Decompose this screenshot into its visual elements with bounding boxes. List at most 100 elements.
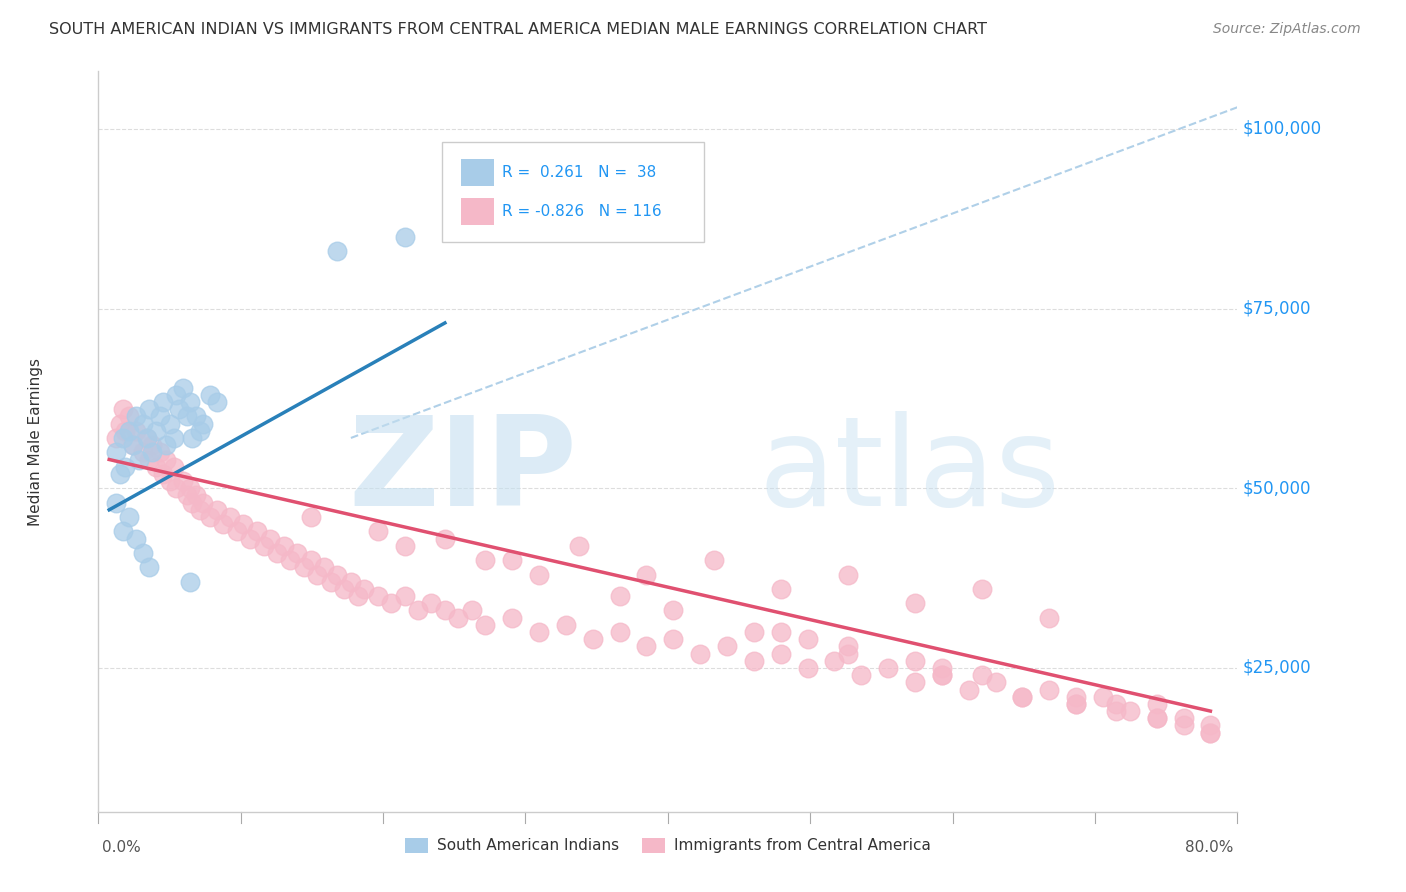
Point: [312, 560, 335, 574]
Point: [1064, 697, 1087, 711]
Point: [1038, 610, 1060, 624]
Point: [125, 424, 148, 438]
Point: [299, 510, 322, 524]
Point: [138, 402, 160, 417]
Point: [796, 661, 818, 675]
Text: 80.0%: 80.0%: [1185, 840, 1233, 855]
Point: [152, 467, 174, 481]
Point: [145, 424, 167, 438]
Point: [716, 640, 738, 654]
Point: [461, 603, 484, 617]
FancyBboxPatch shape: [461, 160, 494, 186]
Point: [128, 452, 150, 467]
Point: [326, 244, 349, 258]
Point: [353, 582, 375, 596]
Text: atlas: atlas: [759, 410, 1062, 532]
Text: SOUTH AMERICAN INDIAN VS IMMIGRANTS FROM CENTRAL AMERICA MEDIAN MALE EARNINGS CO: SOUTH AMERICAN INDIAN VS IMMIGRANTS FROM…: [49, 22, 987, 37]
Point: [246, 524, 269, 539]
Point: [527, 567, 550, 582]
Point: [554, 617, 576, 632]
Point: [141, 445, 163, 459]
Point: [118, 510, 141, 524]
Point: [636, 567, 658, 582]
Point: [159, 417, 181, 431]
Point: [225, 524, 247, 539]
FancyBboxPatch shape: [443, 142, 704, 242]
Point: [1011, 690, 1033, 704]
Point: [162, 459, 184, 474]
Point: [138, 560, 160, 574]
Point: [1146, 711, 1168, 725]
Point: [972, 582, 994, 596]
Point: [319, 574, 342, 589]
Point: [972, 668, 994, 682]
Point: [1105, 704, 1128, 718]
Point: [1105, 697, 1128, 711]
Point: [769, 582, 792, 596]
Point: [125, 532, 148, 546]
Point: [433, 532, 456, 546]
Point: [326, 567, 349, 582]
Point: [931, 661, 953, 675]
FancyBboxPatch shape: [461, 198, 494, 225]
Point: [111, 402, 134, 417]
Point: [1173, 711, 1195, 725]
Point: [205, 395, 228, 409]
Point: [931, 668, 953, 682]
Point: [568, 539, 591, 553]
Point: [1199, 725, 1222, 739]
Point: [904, 596, 927, 610]
Point: [219, 510, 242, 524]
Text: R = -0.826   N = 116: R = -0.826 N = 116: [502, 203, 661, 219]
Point: [501, 553, 523, 567]
Point: [273, 539, 295, 553]
Point: [769, 625, 792, 640]
Point: [205, 503, 228, 517]
Point: [104, 431, 127, 445]
Point: [114, 459, 136, 474]
Point: [307, 567, 329, 582]
Point: [904, 675, 927, 690]
Text: $75,000: $75,000: [1243, 300, 1312, 318]
Point: [145, 459, 167, 474]
Point: [837, 567, 859, 582]
Point: [1199, 725, 1222, 739]
Point: [796, 632, 818, 647]
Point: [1064, 690, 1087, 704]
Point: [132, 445, 155, 459]
Point: [162, 431, 184, 445]
Point: [957, 682, 980, 697]
Point: [1091, 690, 1114, 704]
Point: [1146, 697, 1168, 711]
Point: [904, 654, 927, 668]
Point: [159, 474, 181, 488]
Point: [252, 539, 274, 553]
Point: [394, 539, 416, 553]
Point: [702, 553, 724, 567]
Point: [380, 596, 402, 610]
Text: $25,000: $25,000: [1243, 659, 1312, 677]
Point: [1011, 690, 1033, 704]
Point: [155, 452, 177, 467]
Text: ZIP: ZIP: [349, 410, 576, 532]
Point: [118, 424, 141, 438]
Point: [138, 452, 160, 467]
Point: [165, 388, 187, 402]
Point: [118, 409, 141, 424]
Point: [176, 488, 198, 502]
Point: [333, 582, 356, 596]
Point: [167, 402, 190, 417]
Point: [176, 409, 198, 424]
Point: [190, 503, 212, 517]
Point: [406, 603, 429, 617]
Point: [259, 532, 281, 546]
Text: Source: ZipAtlas.com: Source: ZipAtlas.com: [1213, 22, 1361, 37]
Point: [1064, 697, 1087, 711]
Point: [104, 445, 127, 459]
Point: [122, 438, 145, 452]
Point: [769, 647, 792, 661]
Point: [433, 603, 456, 617]
Point: [149, 445, 172, 459]
Point: [193, 417, 215, 431]
Point: [193, 495, 215, 509]
